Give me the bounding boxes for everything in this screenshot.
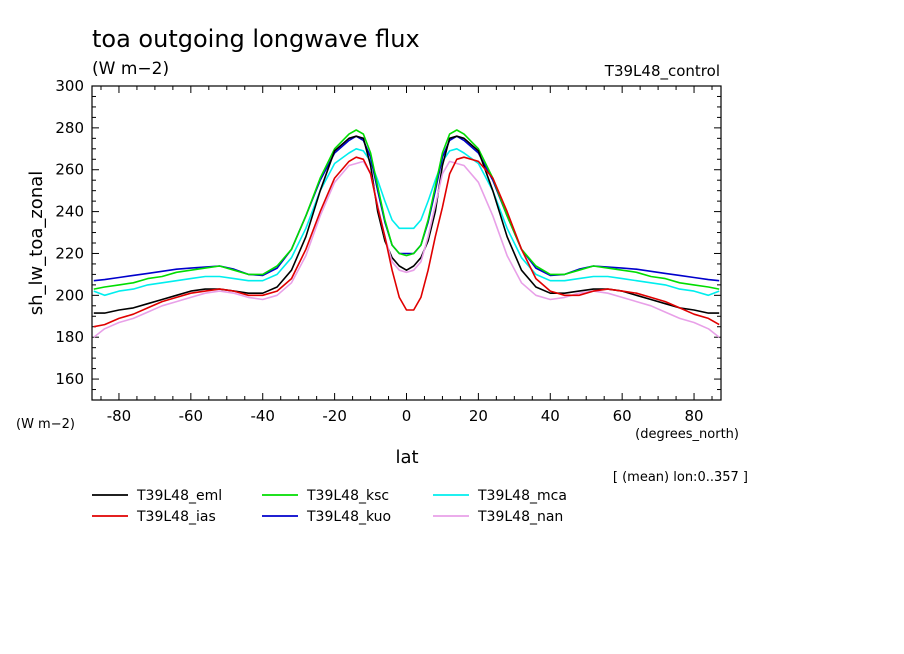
y-tick-label: 180 bbox=[55, 328, 84, 346]
x-tick-label: -40 bbox=[250, 407, 275, 425]
y-tick-label: 300 bbox=[55, 77, 84, 95]
plot-frame bbox=[91, 85, 722, 401]
y-tick-label: 160 bbox=[55, 370, 84, 388]
series-group bbox=[93, 129, 720, 338]
x-tick-label: -20 bbox=[322, 407, 347, 425]
x-tick-label: 40 bbox=[541, 407, 560, 425]
y-tick-label: 220 bbox=[55, 244, 84, 262]
legend-label-t39l48-ksc: T39L48_ksc bbox=[306, 488, 389, 504]
x-tick-label: 20 bbox=[469, 407, 488, 425]
legend-label-t39l48-ias: T39L48_ias bbox=[136, 509, 216, 525]
series-line-t39l48-eml bbox=[93, 135, 720, 314]
series-line-t39l48-kuo bbox=[93, 135, 720, 282]
series-line-t39l48-nan bbox=[93, 160, 720, 338]
averaging-note: [ (mean) lon:0..357 ] bbox=[613, 470, 748, 485]
x-axis-units: (degrees_north) bbox=[635, 427, 739, 442]
legend-label-t39l48-kuo: T39L48_kuo bbox=[306, 509, 391, 525]
chart-units: (W m−2) bbox=[92, 59, 169, 79]
y-tick-label: 260 bbox=[55, 161, 84, 179]
x-tick-label: -80 bbox=[107, 407, 132, 425]
x-axis: -80 -60 -40 -20 0 20 40 60 80 bbox=[100, 86, 713, 425]
x-tick-label: -60 bbox=[179, 407, 204, 425]
experiment-label: T39L48_control bbox=[604, 62, 720, 81]
x-axis-label: lat bbox=[395, 447, 418, 468]
legend: T39L48_eml T39L48_ksc T39L48_mca T39L48_ias… bbox=[92, 488, 567, 525]
series-line-t39l48-ksc bbox=[93, 129, 720, 290]
y-axis: 160 180 200 220 240 260 280 300 bbox=[55, 77, 721, 401]
x-tick-label: 60 bbox=[613, 407, 632, 425]
y-tick-label: 280 bbox=[55, 119, 84, 137]
y-axis-label: sh_lw_toa_zonal bbox=[26, 171, 47, 316]
y-axis-units: (W m−2) bbox=[16, 417, 75, 432]
series-line-t39l48-mca bbox=[93, 148, 720, 297]
series-line-t39l48-ias bbox=[93, 156, 720, 328]
chart-title: toa outgoing longwave flux bbox=[92, 25, 420, 53]
legend-label-t39l48-eml: T39L48_eml bbox=[136, 488, 222, 504]
legend-label-t39l48-mca: T39L48_mca bbox=[477, 488, 567, 504]
y-tick-label: 240 bbox=[55, 203, 84, 221]
x-tick-label: 80 bbox=[684, 407, 703, 425]
legend-label-t39l48-nan: T39L48_nan bbox=[477, 509, 563, 525]
y-tick-label: 200 bbox=[55, 286, 84, 304]
x-tick-label: 0 bbox=[402, 407, 412, 425]
